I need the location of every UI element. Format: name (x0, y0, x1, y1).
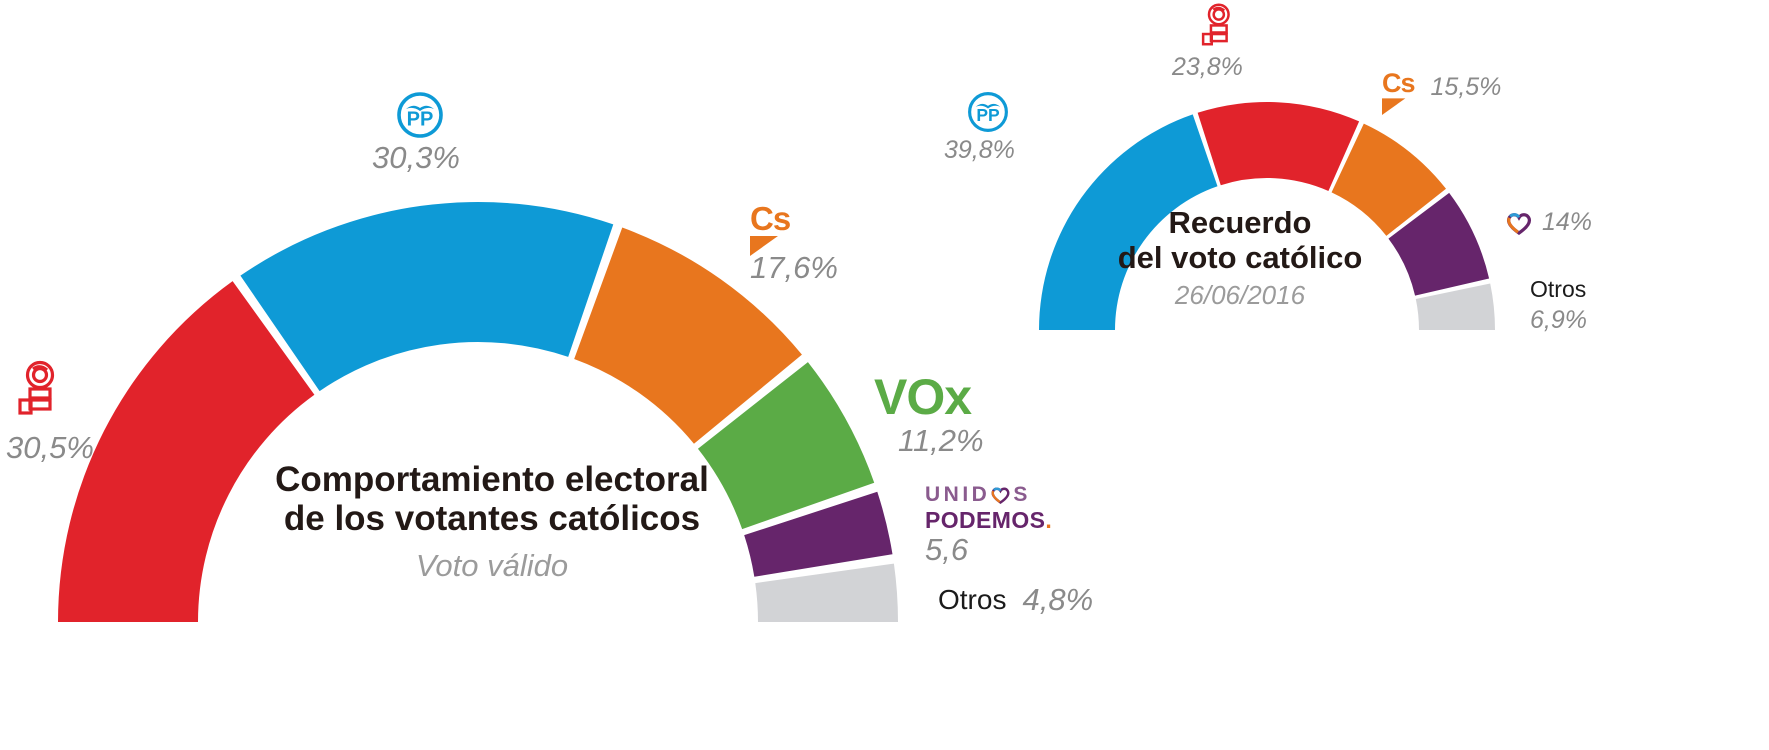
heart-icon (991, 487, 1010, 504)
left-title-line2: de los votantes católicos (283, 499, 701, 539)
right-donut-chart: 23,8% PP 39,8% Cs 15,5% 14% Otros 6,9% (940, 0, 1769, 750)
right-chart-title-block: Recuerdo del voto católico 26/06/2016 (1050, 205, 1430, 311)
unidos-podemos-line1-tail: S (1013, 483, 1031, 506)
arc-segment-unidos-podemos (744, 491, 893, 577)
cs-logo-text: Cs (1382, 68, 1416, 98)
vox-logo-text: VOx (874, 369, 972, 425)
otros-percent-left: 4,8% (1022, 582, 1094, 617)
unidos-podemos-logo: UNID S PODEMOS . (925, 483, 1053, 534)
otros-block-right: Otros 6,9% (1530, 278, 1587, 333)
arc-segment-otros (755, 563, 898, 622)
left-donut-chart: 30,5% PP 30,3% Cs 17,6% VOx 11,2% UNID (6, 91, 1093, 622)
arc-segment-cs (574, 227, 802, 444)
arc-segment-vox (697, 362, 875, 530)
cs-flag-icon (1382, 98, 1406, 115)
right-donut-svg (1039, 101, 1495, 330)
cs-percent-right: 15,5% (1430, 73, 1502, 101)
arc-segment-psoe (58, 281, 315, 622)
pp-icon: PP (397, 92, 443, 138)
arc-segment-otros (1415, 283, 1495, 330)
psoe-rose-icon-left-wrap (16, 360, 62, 422)
arc-segment-cs (1331, 123, 1447, 236)
arc-segment-pp (1039, 114, 1218, 330)
psoe-rose-icon (1201, 3, 1230, 46)
unidos-podemos-percent-right: 14% (1542, 208, 1593, 236)
right-title-line2: del voto católico (1117, 239, 1363, 275)
unidos-podemos-line2: PODEMOS (925, 507, 1046, 534)
pp-icon: PP (968, 92, 1008, 132)
svg-text:PP: PP (976, 105, 1000, 125)
pp-icon-right-wrap: PP (967, 91, 1009, 133)
otros-percent-right: 6,9% (1530, 306, 1587, 334)
pp-percent-left: 30,3% (372, 140, 460, 175)
vox-percent-left: 11,2% (898, 423, 984, 458)
pp-icon-left-wrap: PP (396, 91, 444, 139)
svg-text:PP: PP (407, 109, 434, 131)
left-title-line1: Comportamiento electoral (275, 460, 709, 499)
cs-flag-icon (750, 236, 778, 256)
psoe-percent-left: 30,5% (6, 430, 94, 465)
left-donut-svg (58, 201, 898, 622)
unidos-podemos-line1: UNID (925, 483, 991, 506)
arc-segment-psoe (1197, 101, 1360, 191)
cs-percent-left: 17,6% (750, 250, 838, 285)
psoe-rose-icon (18, 360, 55, 415)
cs-logo: Cs (750, 200, 791, 258)
left-subtitle: Voto válido (415, 548, 569, 584)
heart-icon (1506, 212, 1532, 235)
arc-segment-pp (240, 201, 614, 392)
otros-label-right: Otros (1530, 276, 1587, 302)
cs-icon-left-wrap: Cs (750, 200, 791, 258)
pp-percent-right: 39,8% (944, 136, 1015, 164)
unidos-podemos-row-right: 14% (1506, 210, 1592, 235)
right-title-line1: Recuerdo (1168, 205, 1312, 240)
otros-row-left: Otros 4,8% (938, 584, 1093, 615)
right-subtitle: 26/06/2016 (1174, 280, 1306, 311)
otros-label-left: Otros (938, 583, 1007, 615)
psoe-rose-icon-right-wrap (1200, 2, 1236, 52)
left-chart-title-block: Comportamiento electoral de los votantes… (232, 460, 752, 584)
unidos-podemos-percent-left: 5,6 (925, 532, 969, 567)
unidos-podemos-line2-dot: . (1045, 507, 1053, 534)
arc-segment-unidos-podemos (1388, 192, 1490, 296)
cs-row-right: Cs 15,5% (1382, 70, 1501, 117)
cs-logo: Cs (1382, 68, 1416, 117)
psoe-percent-right: 23,8% (1172, 53, 1243, 81)
cs-logo-text: Cs (750, 200, 791, 237)
